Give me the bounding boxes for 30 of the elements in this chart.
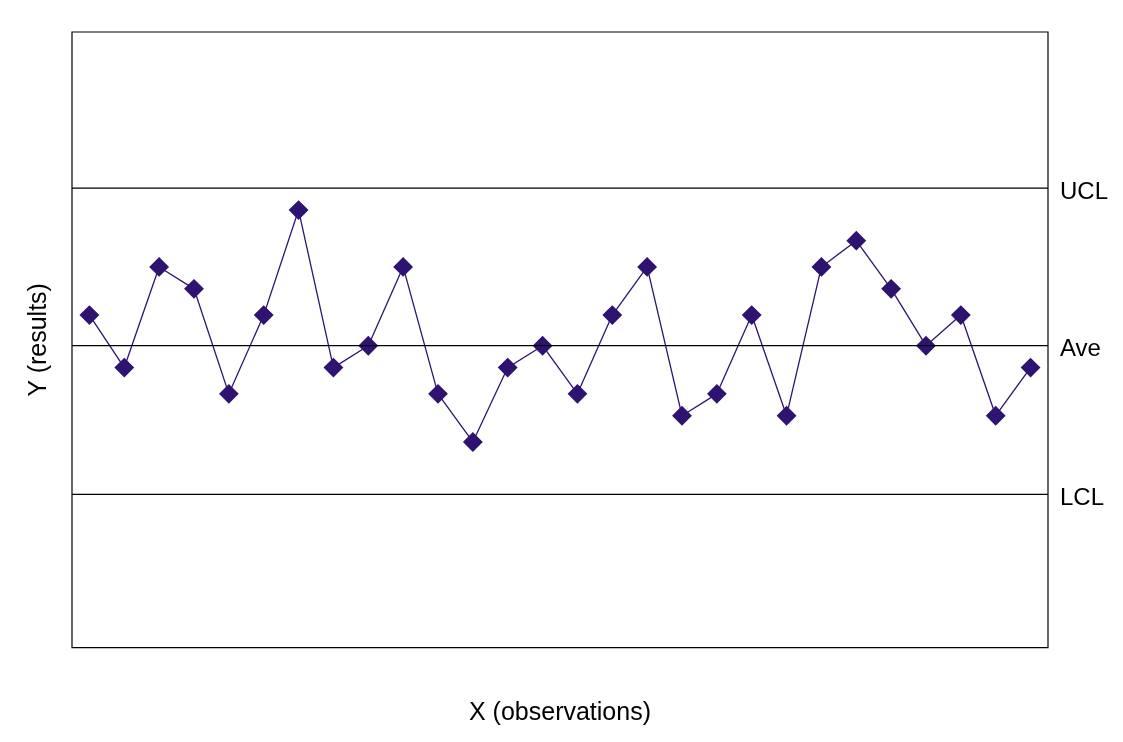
y-axis-title: Y (results) [22, 283, 51, 397]
point [498, 357, 518, 378]
ref-line-label: LCL [1060, 483, 1105, 511]
ref-line-label: Ave [1060, 334, 1101, 362]
point [463, 432, 483, 452]
point [254, 305, 274, 325]
ref-line-label: UCL [1060, 176, 1109, 204]
point [114, 357, 134, 378]
point [567, 384, 588, 404]
point [776, 406, 797, 426]
point [881, 279, 901, 299]
point [219, 384, 239, 404]
point [323, 357, 344, 378]
point [986, 406, 1006, 426]
point [288, 200, 309, 220]
point [149, 257, 169, 277]
x-axis-title: X (observations) [468, 696, 652, 725]
point [184, 279, 204, 299]
point [637, 257, 657, 277]
point [951, 305, 971, 325]
point [602, 305, 622, 325]
point [846, 231, 866, 251]
point [393, 257, 413, 277]
point [707, 384, 727, 404]
point [672, 406, 692, 426]
point [742, 305, 762, 325]
point [1020, 357, 1041, 378]
point [428, 384, 448, 404]
point [79, 305, 100, 325]
point [811, 257, 832, 277]
